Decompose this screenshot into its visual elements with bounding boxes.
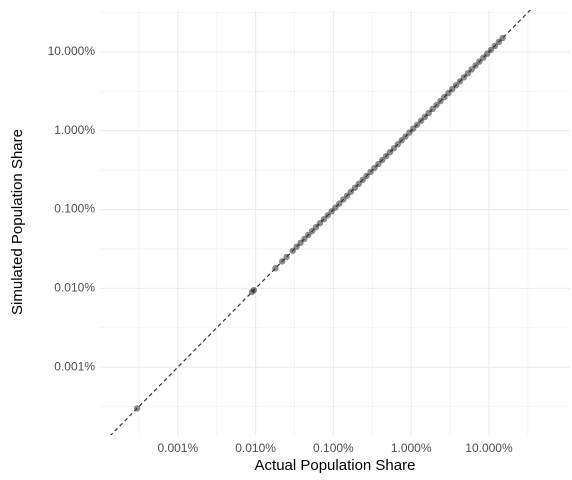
x-tick-label: 10.000% (465, 441, 513, 455)
x-tick-label: 0.010% (235, 441, 276, 455)
x-axis-title: Actual Population Share (255, 457, 416, 474)
y-tick-label: 0.010% (54, 281, 95, 295)
x-tick-label: 0.001% (157, 441, 198, 455)
y-tick-label: 1.000% (54, 123, 95, 137)
plot-area (110, 10, 532, 435)
x-tick-label: 1.000% (391, 441, 432, 455)
y-tick-label: 0.100% (54, 202, 95, 216)
y-tick-label: 10.000% (48, 44, 96, 58)
y-axis-title: Simulated Population Share (9, 129, 26, 315)
x-tick-label: 0.100% (313, 441, 354, 455)
y-tick-label: 0.001% (54, 359, 95, 373)
grid (100, 10, 570, 435)
identity-line (110, 10, 532, 435)
